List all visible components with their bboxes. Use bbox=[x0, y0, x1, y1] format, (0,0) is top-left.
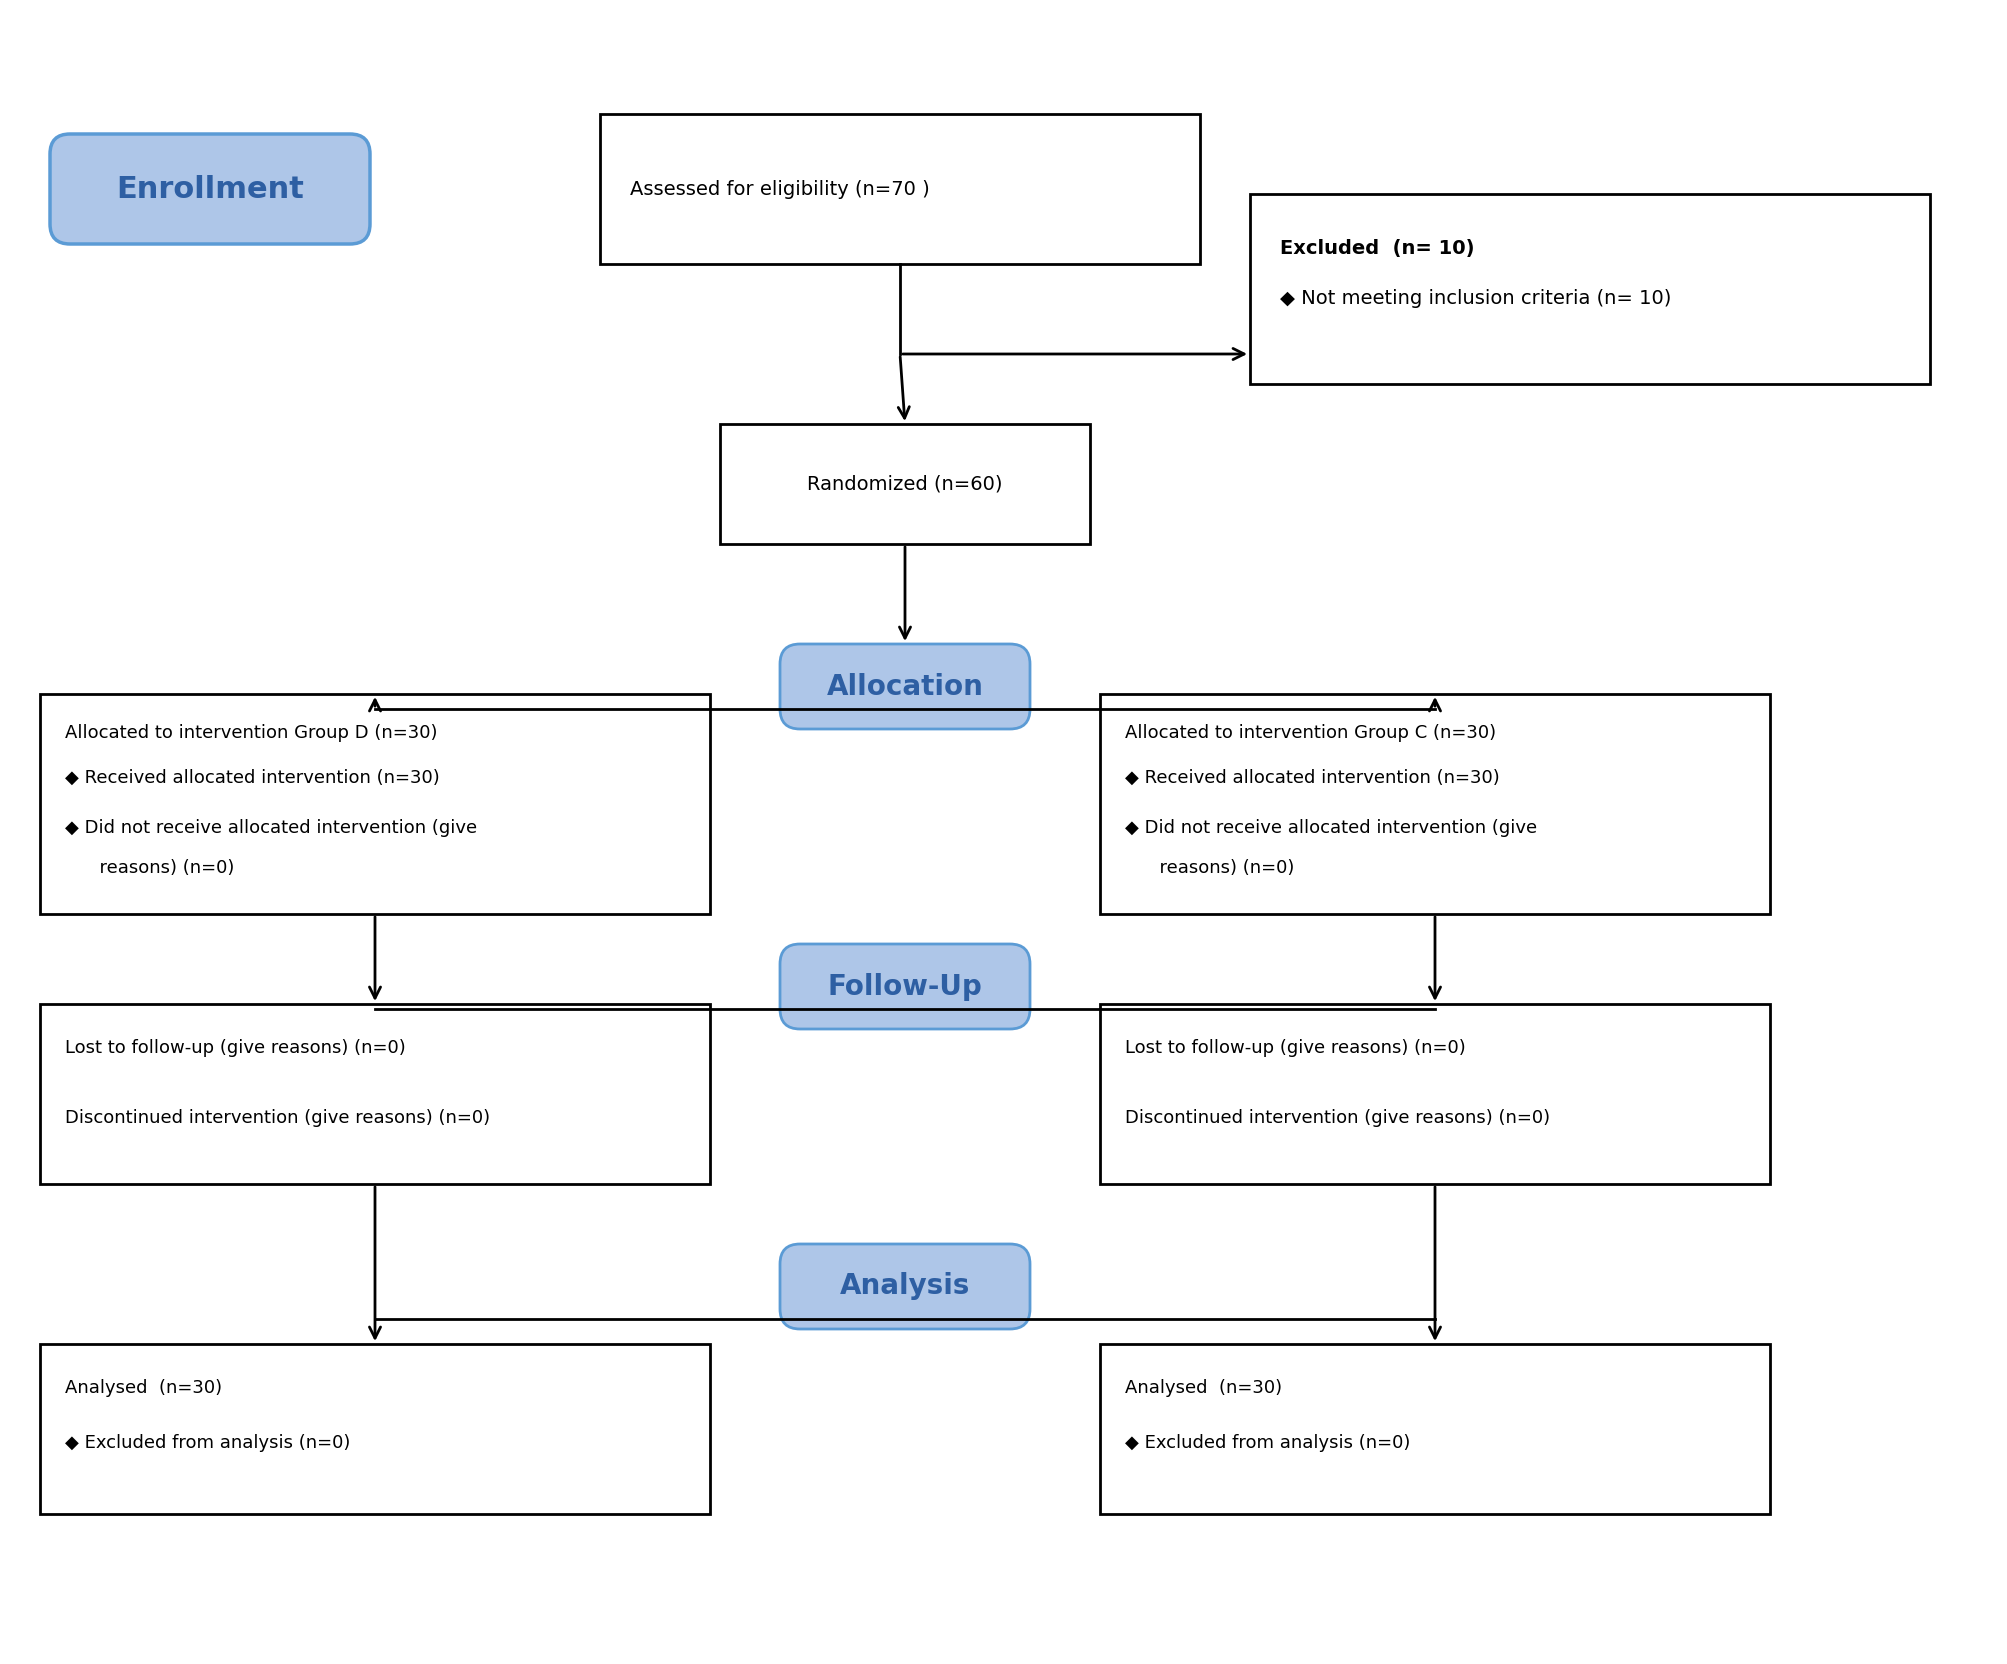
Text: Discontinued intervention (give reasons) (n=0): Discontinued intervention (give reasons)… bbox=[64, 1108, 490, 1127]
FancyBboxPatch shape bbox=[779, 1245, 1030, 1330]
Text: Lost to follow-up (give reasons) (n=0): Lost to follow-up (give reasons) (n=0) bbox=[64, 1038, 405, 1057]
Text: Assessed for eligibility (n=70 ): Assessed for eligibility (n=70 ) bbox=[630, 180, 929, 198]
Text: Follow-Up: Follow-Up bbox=[827, 972, 981, 1000]
Text: Allocated to intervention Group D (n=30): Allocated to intervention Group D (n=30) bbox=[64, 724, 438, 742]
Text: ◆ Received allocated intervention (n=30): ◆ Received allocated intervention (n=30) bbox=[1124, 769, 1499, 787]
Text: ◆ Did not receive allocated intervention (give: ◆ Did not receive allocated intervention… bbox=[1124, 819, 1537, 837]
FancyBboxPatch shape bbox=[1100, 694, 1768, 914]
Text: Analysis: Analysis bbox=[839, 1273, 969, 1301]
FancyBboxPatch shape bbox=[721, 424, 1090, 544]
Text: ◆ Excluded from analysis (n=0): ◆ Excluded from analysis (n=0) bbox=[1124, 1434, 1409, 1453]
Text: Excluded  (n= 10): Excluded (n= 10) bbox=[1278, 240, 1473, 258]
FancyBboxPatch shape bbox=[40, 1345, 710, 1514]
FancyBboxPatch shape bbox=[1100, 1003, 1768, 1185]
FancyBboxPatch shape bbox=[779, 644, 1030, 729]
FancyBboxPatch shape bbox=[40, 694, 710, 914]
Text: ◆ Excluded from analysis (n=0): ◆ Excluded from analysis (n=0) bbox=[64, 1434, 349, 1453]
Text: ◆ Did not receive allocated intervention (give: ◆ Did not receive allocated intervention… bbox=[64, 819, 478, 837]
FancyBboxPatch shape bbox=[779, 943, 1030, 1028]
FancyBboxPatch shape bbox=[1250, 195, 1929, 384]
Text: Allocated to intervention Group C (n=30): Allocated to intervention Group C (n=30) bbox=[1124, 724, 1495, 742]
FancyBboxPatch shape bbox=[1100, 1345, 1768, 1514]
Text: Analysed  (n=30): Analysed (n=30) bbox=[64, 1379, 223, 1398]
Text: Allocation: Allocation bbox=[827, 672, 983, 701]
FancyBboxPatch shape bbox=[50, 135, 369, 245]
Text: Enrollment: Enrollment bbox=[116, 175, 303, 203]
Text: reasons) (n=0): reasons) (n=0) bbox=[64, 859, 235, 877]
Text: Analysed  (n=30): Analysed (n=30) bbox=[1124, 1379, 1282, 1398]
Text: Lost to follow-up (give reasons) (n=0): Lost to follow-up (give reasons) (n=0) bbox=[1124, 1038, 1465, 1057]
Text: ◆ Received allocated intervention (n=30): ◆ Received allocated intervention (n=30) bbox=[64, 769, 440, 787]
FancyBboxPatch shape bbox=[600, 115, 1200, 265]
Text: ◆ Not meeting inclusion criteria (n= 10): ◆ Not meeting inclusion criteria (n= 10) bbox=[1278, 290, 1670, 308]
Text: reasons) (n=0): reasons) (n=0) bbox=[1124, 859, 1295, 877]
FancyBboxPatch shape bbox=[40, 1003, 710, 1185]
Text: Discontinued intervention (give reasons) (n=0): Discontinued intervention (give reasons)… bbox=[1124, 1108, 1549, 1127]
Text: Randomized (n=60): Randomized (n=60) bbox=[807, 474, 1001, 494]
